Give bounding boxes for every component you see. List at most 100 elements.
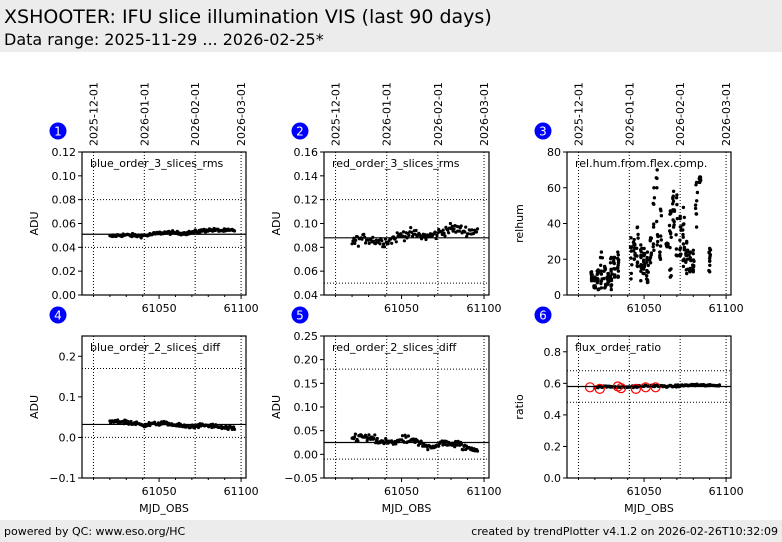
date-tick-label: 2026-01-01: [381, 82, 394, 146]
data-point: [675, 254, 679, 258]
data-point: [411, 437, 416, 441]
x-tick-label: 61050: [142, 485, 177, 498]
data-point: [685, 239, 689, 244]
data-point: [698, 180, 702, 185]
data-point: [632, 237, 636, 242]
data-point: [684, 259, 688, 264]
date-tick-label: 2025-12-01: [330, 82, 343, 146]
data-point: [645, 250, 650, 254]
data-point: [470, 228, 474, 232]
data-point: [386, 242, 390, 246]
outlier-marker: [584, 382, 596, 393]
data-point: [658, 257, 663, 261]
data-point: [717, 383, 722, 387]
y-tick-label: 80: [547, 146, 561, 159]
data-point: [428, 232, 433, 236]
data-point: [636, 236, 640, 240]
data-point: [463, 230, 467, 234]
data-point: [466, 232, 470, 236]
data-point: [681, 235, 685, 239]
y-tick-label: 0.16: [294, 146, 319, 159]
data-point: [423, 233, 427, 237]
y-axis-label: ADU: [270, 211, 283, 235]
panel-4: −0.1 0.0 0.1 0.2 ADU 61050 61100 MJD_OBS blue_or…: [28, 306, 259, 515]
data-point: [629, 236, 633, 240]
y-tick-label: 0.8: [544, 346, 562, 359]
y-tick-label: 0.25: [294, 330, 319, 343]
data-point: [645, 274, 649, 278]
panel-metric-label: red_order_2_slices_diff: [332, 341, 457, 354]
data-point: [414, 228, 418, 233]
y-tick-label: 0.08: [294, 241, 319, 254]
data-point: [605, 275, 609, 279]
panel-number-text: 1: [54, 125, 62, 139]
date-tick-label: 2025-12-01: [87, 82, 100, 146]
data-point: [668, 209, 672, 213]
data-point: [612, 261, 616, 266]
y-axis-label: relhum: [513, 204, 526, 243]
data-point: [642, 271, 646, 276]
panel-metric-label: flux_order_ratio: [575, 341, 661, 354]
data-point: [638, 248, 643, 252]
date-tick-label: 2026-02-01: [674, 82, 687, 146]
data-point: [433, 230, 437, 234]
data-point: [695, 199, 699, 203]
data-point: [659, 238, 663, 242]
y-tick-label: 0.12: [52, 146, 77, 159]
data-point: [681, 242, 686, 246]
y-tick-label: 0.00: [52, 289, 77, 302]
data-point: [681, 264, 686, 269]
x-tick-label: 61100: [467, 485, 502, 498]
y-tick-label: 40: [547, 218, 561, 231]
data-point: [606, 282, 610, 286]
panel-metric-label: blue_order_3_slices_rms: [90, 157, 224, 170]
data-point: [401, 230, 406, 234]
data-point: [648, 261, 653, 265]
data-point: [602, 276, 606, 281]
data-point: [382, 245, 387, 249]
data-point: [652, 248, 656, 252]
data-point: [367, 433, 371, 437]
data-point: [652, 186, 656, 190]
data-point: [461, 448, 465, 452]
data-point: [409, 226, 413, 230]
y-tick-label: 0.10: [294, 218, 319, 231]
data-point: [589, 270, 594, 274]
y-tick-label: 0.4: [544, 409, 562, 422]
y-tick-label: 0.2: [59, 350, 77, 363]
data-point: [675, 216, 679, 221]
data-points: [584, 381, 722, 394]
data-point: [678, 254, 682, 258]
data-point: [400, 434, 405, 438]
data-point: [413, 232, 417, 236]
data-point: [672, 220, 676, 224]
data-point: [655, 219, 659, 224]
data-point: [442, 231, 446, 235]
data-point: [681, 228, 685, 232]
data-point: [678, 246, 683, 250]
data-point: [654, 176, 658, 180]
data-point: [708, 246, 712, 251]
x-axis-label: MJD_OBS: [139, 502, 189, 515]
data-point: [606, 271, 610, 276]
data-point: [656, 239, 660, 244]
data-point: [612, 255, 617, 260]
date-tick-label: 2026-01-01: [138, 82, 151, 146]
panel-number-badge: [291, 306, 309, 324]
data-point: [616, 275, 620, 279]
data-point: [596, 279, 600, 283]
data-point: [475, 227, 480, 231]
data-point: [636, 232, 640, 237]
panel-metric-label: blue_order_2_slices_diff: [90, 341, 221, 354]
data-point: [689, 258, 693, 263]
data-point: [658, 244, 663, 248]
data-point: [452, 442, 456, 446]
data-point: [635, 260, 640, 264]
data-point: [698, 175, 702, 179]
data-point: [452, 227, 456, 231]
y-tick-label: 0.06: [294, 265, 319, 278]
data-point: [655, 186, 659, 190]
data-point: [609, 283, 614, 287]
data-point: [426, 448, 430, 452]
date-tick-label: 2026-02-01: [189, 82, 202, 146]
